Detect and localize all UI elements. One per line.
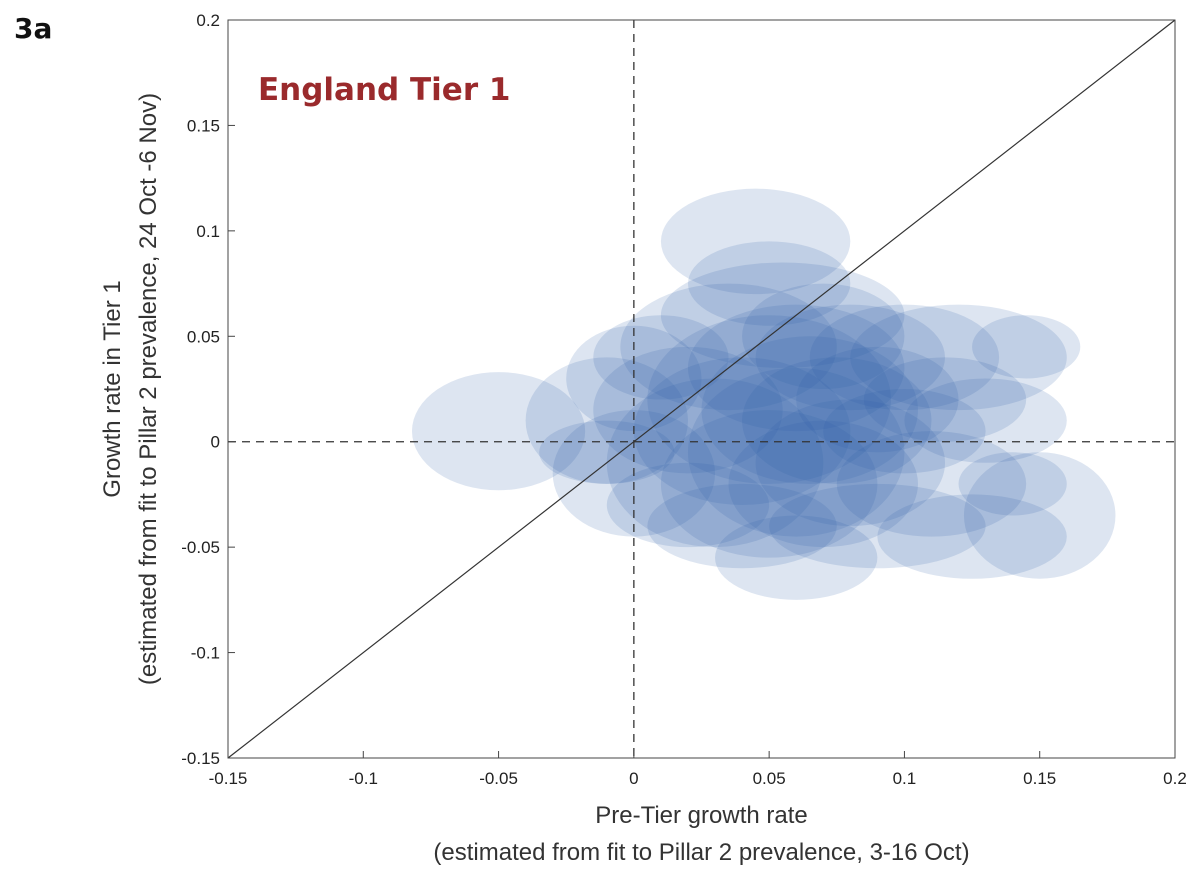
data-point-ellipse: [863, 357, 1027, 442]
data-point-ellipse: [796, 346, 959, 453]
x-tick-label: -0.05: [479, 769, 518, 788]
data-point-ellipse: [904, 378, 1067, 463]
data-point-ellipse: [660, 410, 878, 558]
x-ticks: -0.15 -0.1 -0.05 0 0.05 0.1 0.15 0.2: [209, 751, 1187, 788]
y-tick-label: -0.15: [181, 749, 220, 768]
data-point-ellipse: [687, 367, 905, 537]
x-tick-label: 0: [629, 769, 638, 788]
data-point-ellipse: [566, 325, 702, 432]
data-point-ellipse: [972, 315, 1081, 379]
data-point-ellipse: [742, 283, 905, 389]
y-tick-label: -0.05: [181, 538, 220, 557]
data-point-ellipse: [742, 357, 932, 484]
x-tick-label: -0.15: [209, 769, 248, 788]
data-point-ellipse: [958, 452, 1067, 516]
x-tick-label: 0.2: [1163, 769, 1187, 788]
x-tick-label: 0.05: [753, 769, 786, 788]
data-point-ellipse: [647, 483, 837, 569]
reference-lines: [227, 19, 1176, 759]
x-tick-label: 0.1: [893, 769, 917, 788]
data-point-ellipse: [411, 372, 586, 491]
y-tick-label: 0: [211, 433, 220, 452]
data-point-ellipse: [525, 357, 688, 484]
data-point-ellipse: [755, 304, 946, 411]
chart-title: England Tier 1: [258, 72, 511, 108]
x-tick-label: -0.1: [349, 769, 378, 788]
data-point-ellipse: [963, 452, 1116, 579]
data-point-ellipse: [809, 304, 1000, 411]
data-point-ellipse: [606, 462, 770, 548]
data-point-ellipse: [620, 283, 837, 411]
data-point-ellipse: [660, 188, 851, 295]
data-point-ellipse: [593, 315, 729, 400]
x-axis-label: Pre-Tier growth rate: [595, 802, 808, 829]
data-point-ellipse: [660, 262, 905, 368]
data-point-ellipse: [755, 399, 946, 527]
y-tick-label: 0.15: [187, 116, 220, 135]
data-point-ellipse: [850, 304, 1067, 411]
data-point-ellipse: [633, 357, 851, 505]
data-point-ellipse: [701, 336, 918, 484]
identity-line: [227, 19, 1176, 759]
y-tick-label: 0.2: [196, 11, 220, 30]
x-axis-sublabel: (estimated from fit to Pillar 2 prevalen…: [433, 839, 969, 866]
data-point-ellipse: [715, 515, 878, 600]
ellipse-layer: [411, 188, 1116, 600]
data-point-ellipse: [877, 494, 1067, 579]
x-tick-label: 0.15: [1023, 769, 1056, 788]
data-point-ellipse: [836, 431, 1027, 537]
y-tick-label: 0.1: [196, 222, 220, 241]
y-axis-label: Growth rate in Tier 1: [99, 280, 126, 497]
panel-label: 3a: [14, 12, 53, 45]
y-tick-label: -0.1: [191, 644, 220, 663]
data-point-ellipse: [728, 420, 918, 548]
y-tick-label: 0.05: [187, 327, 220, 346]
data-point-ellipse: [823, 389, 986, 474]
data-point-ellipse: [687, 304, 905, 432]
axes-box: [227, 19, 1176, 759]
data-point-ellipse: [769, 483, 986, 569]
y-ticks: -0.15 -0.1 -0.05 0 0.05 0.1 0.15 0.2: [181, 11, 235, 768]
y-axis-sublabel: (estimated from fit to Pillar 2 prevalen…: [135, 93, 162, 685]
